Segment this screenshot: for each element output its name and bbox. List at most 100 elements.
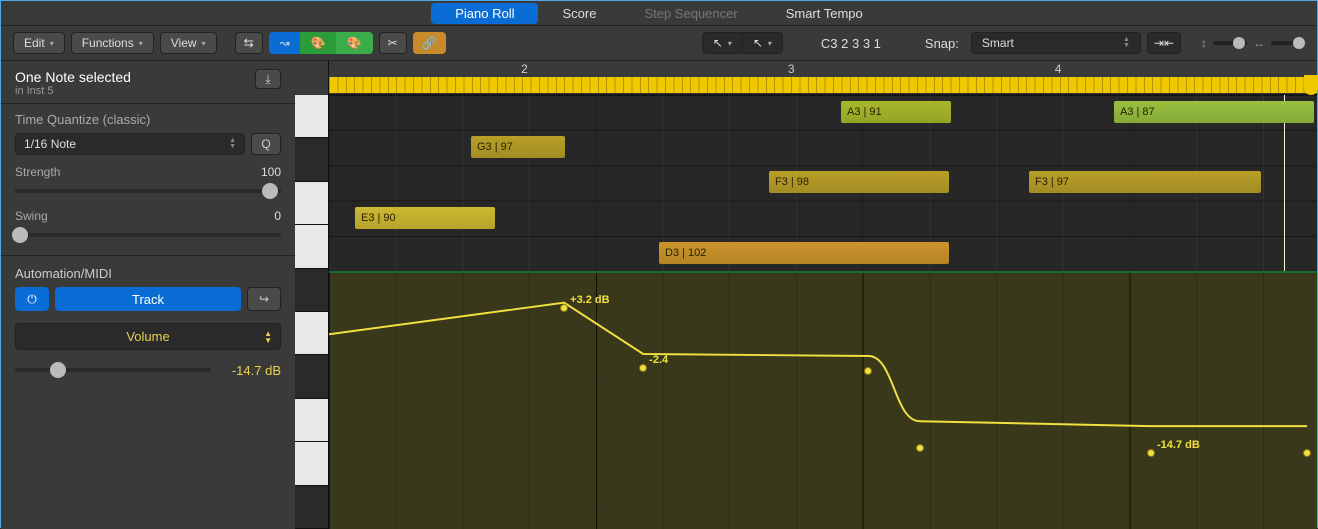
white-key[interactable] [295,182,328,225]
quantize-title: Time Quantize (classic) [15,112,281,127]
toolbar: Edit ▾ Functions ▾ View ▾ ⇆ ↝ 🎨 🎨 ✂ 🔗 ↖▾… [1,25,1317,61]
black-key[interactable] [295,269,328,312]
tab-step-sequencer: Step Sequencer [620,3,761,24]
midi-note[interactable]: D3 | 102 [659,242,949,264]
midi-note[interactable]: E3 | 90 [355,207,495,229]
automation-point[interactable] [864,367,872,375]
link-tool-button[interactable]: 🔗 [413,32,446,54]
automation-point-label: -14.7 dB [1157,439,1200,451]
functions-menu-label: Functions [82,36,134,50]
automation-point-label: +3.2 dB [570,294,609,306]
hzoom-icon: ↔ [1253,36,1265,50]
automation-mode-button[interactable]: Track [55,287,241,311]
pointer-tools: ↖▾ ↖▾ [702,32,783,54]
automation-point[interactable] [916,444,924,452]
snap-select[interactable]: Smart ▲▼ [971,32,1141,54]
tab-piano-roll[interactable]: Piano Roll [431,3,538,24]
quantize-value-select[interactable]: 1/16 Note ▲▼ [15,133,245,155]
edit-menu[interactable]: Edit ▾ [13,32,65,54]
tab-smart-tempo[interactable]: Smart Tempo [762,3,887,24]
automation-point[interactable] [1303,449,1311,457]
piano-keyboard[interactable] [295,95,329,529]
midi-note[interactable]: A3 | 87 [1114,101,1314,123]
inbox-icon: ⤓ [265,72,270,87]
automation-value-slider[interactable] [15,362,211,378]
chevron-down-icon: ▾ [202,39,206,48]
region-bar[interactable] [329,77,1317,93]
swing-slider[interactable] [15,227,281,243]
bar-number: 2 [521,62,528,76]
palette-icon: 🎨 [311,36,326,50]
note-grid[interactable]: A3 | 91 A3 | 87 G3 | 97 F3 | 98 F3 | 97 E3 | … [329,95,1317,529]
quantize-now-button[interactable]: Q [251,133,281,155]
automation-point[interactable] [639,364,647,372]
selection-subtitle: in Inst 5 [15,85,131,97]
note-position-display: C3 2 3 3 1 [815,36,887,51]
black-key[interactable] [295,486,328,529]
automation-point[interactable] [560,304,568,312]
view-menu[interactable]: View ▾ [160,32,217,54]
midi-note[interactable]: G3 | 97 [471,136,565,158]
stepper-icon: ▲▼ [229,138,236,150]
white-key[interactable] [295,399,328,442]
inspector-panel: One Note selected in Inst 5 ⤓ Time Quant… [1,61,295,529]
selection-title: One Note selected [15,69,131,85]
catch-playhead-button[interactable]: ⤓ [255,69,281,89]
midi-draw-tool[interactable]: ↝ [269,32,301,54]
automation-param-label: Volume [126,329,169,344]
scissors-tool-button[interactable]: ✂ [379,32,407,54]
midi-brushes-tool[interactable]: 🎨 [300,32,337,54]
black-key[interactable] [295,138,328,181]
midi-note[interactable]: A3 | 91 [841,101,951,123]
functions-menu[interactable]: Functions ▾ [71,32,154,54]
quantize-value-label: 1/16 Note [24,137,76,151]
palette-icon: 🎨 [347,36,362,50]
bar-number: 3 [788,62,795,76]
midi-tool-segment: ↝ 🎨 🎨 [269,32,373,54]
chevron-down-icon: ▾ [728,39,732,48]
white-key[interactable] [295,442,328,485]
alt-pointer-tool[interactable]: ↖▾ [742,32,783,54]
midi-brushes-tool-2[interactable]: 🎨 [336,32,373,54]
white-key[interactable] [295,312,328,355]
bar-number: 4 [1055,62,1062,76]
automation-power-button[interactable]: ⏻ [15,287,49,311]
snap-mode-button[interactable]: ⇥⇤ [1147,32,1181,54]
tab-score[interactable]: Score [538,3,620,24]
swing-value: 0 [274,209,281,223]
timeline-ruler[interactable]: 2345 [329,61,1317,95]
midi-note[interactable]: F3 | 97 [1029,171,1261,193]
snap-label: Snap: [919,36,965,51]
editor-tabbar: Piano RollScoreStep SequencerSmart Tempo [1,1,1317,25]
pointer-icon: ↖ [753,36,763,50]
scissors-icon: ✂ [388,36,398,50]
chevron-down-icon: ▾ [139,39,143,48]
automation-point-label: -2.4 [649,354,668,366]
horizontal-zoom-slider[interactable] [1271,41,1305,45]
automation-mode-label: Track [132,292,164,307]
midi-note[interactable]: F3 | 98 [769,171,949,193]
collapse-icon: ⇆ [244,36,254,50]
black-key[interactable] [295,355,328,398]
power-icon: ⏻ [27,292,37,307]
white-key[interactable] [295,225,328,268]
vertical-zoom-slider[interactable] [1213,41,1247,45]
pencil-icon: ↝ [280,36,290,50]
white-key[interactable] [295,95,328,138]
automation-section: Automation/MIDI ⏻ Track ↪ Volume ▲▼ [1,256,295,388]
collapse-tool-button[interactable]: ⇆ [235,32,263,54]
automation-point[interactable] [1147,449,1155,457]
strength-slider[interactable] [15,183,281,199]
strength-label: Strength [15,165,60,179]
automation-lane[interactable]: +3.2 dB -2.4 -14.7 dB [329,271,1317,529]
automation-param-select[interactable]: Volume ▲▼ [15,323,281,350]
automation-cycle-button[interactable]: ↪ [247,287,281,311]
stepper-icon: ▲▼ [1123,37,1130,49]
chevron-down-icon: ▾ [50,39,54,48]
automation-title: Automation/MIDI [15,266,281,281]
share-icon: ↪ [259,292,269,306]
region-end-handle[interactable] [1304,75,1318,95]
pointer-tool[interactable]: ↖▾ [702,32,743,54]
quantize-section: Time Quantize (classic) 1/16 Note ▲▼ Q S… [1,104,295,256]
view-menu-label: View [171,36,197,50]
